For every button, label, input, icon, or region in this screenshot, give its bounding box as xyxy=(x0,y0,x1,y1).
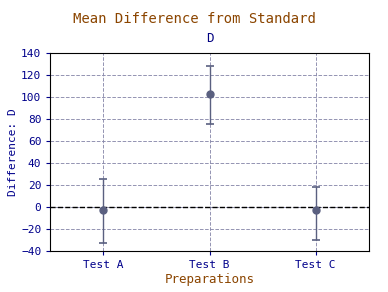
Text: Mean Difference from Standard: Mean Difference from Standard xyxy=(73,12,315,26)
X-axis label: Preparations: Preparations xyxy=(165,273,255,286)
Text: D: D xyxy=(206,32,213,45)
Y-axis label: Difference: D: Difference: D xyxy=(9,108,18,196)
